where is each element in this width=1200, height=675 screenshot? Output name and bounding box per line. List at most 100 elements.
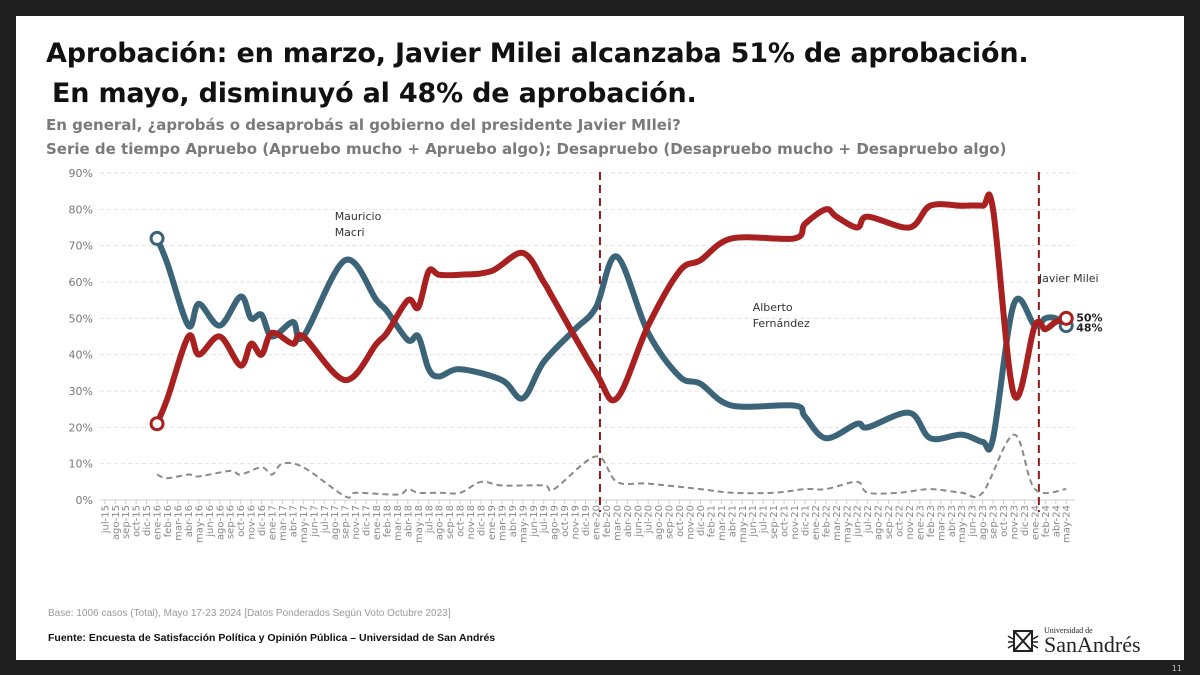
x-tick-label: ene-20 [591, 505, 602, 540]
x-tick-label: mar-18 [393, 505, 404, 541]
x-tick-label: ago-15 [111, 505, 122, 540]
x-tick-label: nov-20 [686, 505, 697, 539]
question-subtitle: En general, ¿aprobás o desaprobás al gob… [46, 116, 681, 134]
x-tick-label: dic-17 [362, 505, 373, 536]
x-tick-label: dic-18 [477, 505, 488, 536]
x-tick-label: oct-20 [675, 505, 686, 537]
x-tick-label: mar-23 [936, 505, 947, 541]
period-annotation: Mauricio [335, 210, 382, 223]
x-tick-label: ene-24 [1030, 505, 1041, 540]
y-tick-label: 0% [76, 494, 93, 507]
x-tick-label: dic-23 [1020, 505, 1031, 536]
period-annotation: Macri [335, 226, 365, 239]
x-tick-label: jun-19 [529, 505, 540, 538]
x-tick-label: abr-20 [623, 505, 634, 537]
x-tick-label: nov-21 [790, 505, 801, 539]
x-tick-label: jul-20 [644, 505, 655, 534]
x-tick-label: ago-17 [330, 505, 341, 540]
x-tick-label: abr-17 [288, 505, 299, 537]
x-tick-label: oct-23 [999, 505, 1010, 537]
source-note: Fuente: Encuesta de Satisfacción Polític… [48, 632, 496, 644]
x-tick-label: may-18 [414, 505, 425, 543]
x-tick-label: oct-19 [560, 505, 571, 537]
title-line-1: Aprobación: en marzo, Javier Milei alcan… [46, 38, 1029, 69]
y-tick-label: 30% [69, 385, 93, 398]
x-tick-label: nov-23 [1009, 505, 1020, 539]
x-tick-label: ago-23 [978, 505, 989, 540]
x-tick-label: nov-18 [466, 505, 477, 539]
x-tick-label: sep-17 [341, 505, 352, 539]
crest-icon [1007, 629, 1039, 652]
x-tick-label: dic-15 [142, 505, 153, 536]
x-tick-label: jun-21 [748, 505, 759, 538]
x-tick-label: ene-16 [153, 505, 164, 540]
x-tick-label: jul-17 [320, 505, 331, 534]
x-tick-label: abr-23 [947, 505, 958, 537]
x-tick-label: jul-15 [100, 505, 111, 534]
x-tick-label: feb-22 [821, 505, 832, 537]
x-tick-label: jul-19 [539, 505, 550, 534]
x-tick-label: jun-23 [968, 505, 979, 538]
x-tick-label: sep-22 [884, 505, 895, 539]
x-tick-label: may-21 [738, 505, 749, 543]
x-tick-label: ago-19 [550, 505, 561, 540]
series-line-approve [154, 235, 1070, 453]
base-note: Base: 1006 casos (Total), Mayo 17-23 202… [48, 608, 451, 619]
logo-big-text: SanAndrés [1044, 632, 1141, 657]
x-tick-label: sep-18 [445, 505, 456, 539]
x-tick-label: ene-18 [372, 505, 383, 540]
x-tick-label: mar-16 [173, 505, 184, 541]
x-tick-label: ago-16 [215, 505, 226, 540]
x-tick-label: ago-22 [874, 505, 885, 540]
x-tick-label: nov-17 [351, 505, 362, 539]
x-tick-label: abr-18 [403, 505, 414, 537]
x-tick-label: sep-21 [769, 505, 780, 539]
x-tick-label: oct-22 [895, 505, 906, 537]
x-tick-label: jul-18 [424, 505, 435, 534]
y-tick-label: 40% [69, 349, 93, 362]
x-tick-label: feb-20 [602, 505, 613, 537]
x-tick-label: jun-16 [205, 505, 216, 538]
x-tick-label: ene-19 [487, 505, 498, 540]
university-logo: Universidad de SanAndrés [1006, 626, 1141, 657]
series-description: Serie de tiempo Apruebo (Apruebo mucho +… [46, 140, 1007, 158]
x-tick-label: ene-22 [811, 505, 822, 540]
x-tick-label: oct-15 [132, 505, 143, 537]
x-tick-label: nov-16 [247, 505, 258, 539]
logo-small-text: Universidad de [1044, 626, 1093, 635]
x-tick-label: may-16 [194, 505, 205, 543]
period-annotation: Javier Milei [1038, 272, 1099, 285]
x-tick-label: abr-24 [1051, 505, 1062, 537]
x-tick-label: sep-15 [121, 505, 132, 539]
x-tick-label: feb-16 [163, 505, 174, 537]
x-tick-label: abr-21 [727, 505, 738, 537]
page-number: 11 [1171, 664, 1182, 673]
x-tick-label: jun-20 [633, 505, 644, 538]
x-tick-label: abr-16 [184, 505, 195, 537]
x-tick-label: jul-22 [863, 505, 874, 534]
x-tick-label: may-23 [957, 505, 968, 543]
x-tick-label: dic-19 [581, 505, 592, 536]
x-tick-label: feb-18 [382, 505, 393, 537]
x-tick-label: oct-18 [456, 505, 467, 537]
x-tick-label: may-24 [1062, 505, 1073, 543]
x-tick-label: jun-22 [853, 505, 864, 538]
series-line-ns_nc [156, 433, 1067, 499]
x-tick-label: nov-22 [905, 505, 916, 539]
x-tick-label: mar-17 [278, 505, 289, 541]
period-annotation: Fernández [753, 317, 810, 330]
x-tick-label: dic-20 [696, 505, 707, 536]
x-tick-label: dic-21 [800, 505, 811, 536]
y-tick-label: 50% [69, 312, 93, 325]
series-marker-approve [149, 230, 165, 246]
x-tick-label: mar-20 [612, 505, 623, 541]
x-tick-label: feb-24 [1041, 505, 1052, 537]
y-tick-label: 90% [69, 167, 93, 180]
series-line-disapprove [154, 191, 1070, 427]
end-value-label: 50% [1076, 311, 1102, 324]
x-tick-label: sep-23 [989, 505, 1000, 539]
x-tick-label: oct-16 [236, 505, 247, 537]
x-tick-label: nov-19 [571, 505, 582, 539]
x-tick-label: sep-16 [226, 505, 237, 539]
